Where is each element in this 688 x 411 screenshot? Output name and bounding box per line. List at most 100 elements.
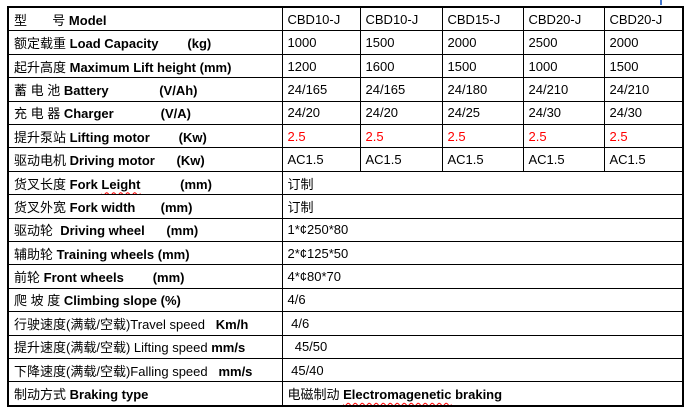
text-segment: 货叉长度 — [14, 176, 70, 192]
cell-max-lift-height-col5: 1500 — [603, 53, 684, 79]
cell-load-capacity-col4: 2500 — [522, 30, 605, 55]
text-segment: 45/40 — [287, 362, 324, 378]
text-segment: 额定载重 — [14, 36, 70, 52]
cell-lifting-motor-col1: 2.5 — [281, 124, 361, 149]
cell-model-col4: CBD20-J — [522, 6, 605, 32]
cell-lifting-motor-col4: 2.5 — [522, 124, 605, 149]
row-label-fork-length: 货叉长度 Fork Leight (mm) — [7, 170, 283, 196]
text-segment: (kg) — [158, 36, 212, 52]
text-segment: (mm) — [140, 176, 212, 192]
row-label-fork-width: 货叉外宽 Fork width (mm) — [7, 194, 283, 219]
cell-falling-speed-merged: 45/40 — [281, 357, 684, 383]
text-segment: (Kw) — [154, 153, 205, 169]
cell-max-lift-height-col1: 1200 — [281, 53, 361, 79]
row-label-load-capacity: 额定载重 Load Capacity (kg) — [7, 30, 283, 55]
row-label-lifting-speed: 提升速度(满载/空载) Lifting speed mm/s — [7, 334, 283, 359]
text-segment: Load Capacity — [69, 36, 159, 52]
text-segment: Fork — [69, 176, 102, 192]
cell-battery-col3: 24/180 — [441, 77, 524, 102]
text-segment: Driving wheel — [60, 223, 145, 239]
cell-charger-col5: 24/30 — [603, 100, 684, 126]
text-segment: (mm) — [135, 199, 193, 215]
table-row-climbing-slope: 爬 坡 度 Climbing slope (%) 4/6 — [7, 287, 684, 313]
table-row-driving-motor: 驱动电机 Driving motor (Kw) AC1.5 AC1.5 AC1.5 AC… — [7, 147, 684, 172]
row-label-battery: 蓄 电 池 Battery (V/Ah) — [7, 77, 283, 102]
table-row-travel-speed: 行驶速度(满载/空载)Travel speed Km/h 4/6 — [7, 311, 684, 336]
cell-model-col2: CBD10-J — [359, 6, 443, 32]
cell-driving-motor-col3: AC1.5 — [441, 147, 524, 172]
cell-charger-col4: 24/30 — [522, 100, 605, 126]
cell-max-lift-height-col2: 1600 — [359, 53, 443, 79]
table-row-braking-type: 制动方式 Braking type 电磁制动 Electromagenetic b… — [7, 381, 684, 407]
text-segment: Maximum Lift height (mm) — [69, 59, 232, 75]
text-segment: Training wheels (mm) — [56, 246, 190, 262]
misspelled-text-segment: Electromagenetic — [343, 387, 452, 403]
text-segment: 下降速度(满载/空载) — [14, 363, 131, 379]
text-segment: Braking type — [69, 387, 149, 403]
text-segment: Climbing slope (%) — [63, 293, 181, 309]
cell-max-lift-height-col4: 1000 — [522, 53, 605, 79]
text-segment: 辅助轮 — [14, 246, 57, 262]
cell-charger-col2: 24/20 — [359, 100, 443, 126]
cell-battery-col4: 24/210 — [522, 77, 605, 102]
text-segment: 前轮 — [14, 270, 44, 286]
misspelled-text-segment: Leight — [101, 176, 141, 192]
row-label-braking-type: 制动方式 Braking type — [7, 381, 283, 407]
text-segment: (V/A) — [113, 106, 191, 122]
text-segment: 1*¢250*80 — [287, 222, 349, 238]
table-row-charger: 充 电 器 Charger (V/A) 24/20 24/20 24/25 24/30 2… — [7, 100, 684, 126]
text-segment: mm/s — [211, 340, 246, 356]
cell-charger-col1: 24/20 — [281, 100, 361, 126]
cell-model-col1: CBD10-J — [281, 6, 361, 32]
text-segment: (mm) — [123, 270, 185, 286]
row-label-climbing-slope: 爬 坡 度 Climbing slope (%) — [7, 287, 283, 313]
cell-battery-col5: 24/210 — [603, 77, 684, 102]
text-segment: 电磁制动 — [287, 387, 344, 403]
text-segment: Battery — [63, 82, 109, 98]
text-segment: Front wheels — [43, 270, 124, 286]
row-label-max-lift-height: 起升高度 Maximum Lift height (mm) — [7, 53, 283, 79]
text-segment: Lifting motor — [69, 129, 150, 145]
cell-training-wheels-merged: 2*¢125*50 — [281, 240, 684, 266]
cell-load-capacity-col3: 2000 — [441, 30, 524, 55]
row-label-driving-wheel: 驱动轮 Driving wheel (mm) — [7, 217, 283, 243]
cell-fork-length-merged: 订制 — [281, 170, 684, 196]
row-label-training-wheels: 辅助轮 Training wheels (mm) — [7, 240, 283, 266]
text-segment: (mm) — [144, 223, 199, 239]
forklift-spec-table: 型 号 Model CBD10-J CBD10-J CBD15-J CBD20-J CBD… — [7, 6, 684, 407]
text-cursor-artifact — [660, 0, 662, 5]
text-segment: 制动方式 — [14, 387, 70, 403]
text-segment: Km/h — [215, 316, 249, 332]
cell-battery-col1: 24/165 — [281, 77, 361, 102]
text-segment: braking — [451, 387, 503, 403]
cell-load-capacity-col5: 2000 — [603, 30, 684, 55]
text-segment — [208, 364, 219, 379]
table-row-max-lift-height: 起升高度 Maximum Lift height (mm) 1200 1600 150… — [7, 53, 684, 79]
text-segment: 驱动轮 — [14, 223, 61, 239]
cell-model-col5: CBD20-J — [603, 6, 684, 32]
row-label-lifting-motor: 提升泵站 Lifting motor (Kw) — [7, 124, 283, 149]
text-segment: 45/50 — [287, 339, 328, 355]
text-segment: 货叉外宽 — [14, 199, 70, 215]
cell-driving-motor-col5: AC1.5 — [603, 147, 684, 172]
cell-driving-motor-col1: AC1.5 — [281, 147, 361, 172]
cell-lifting-motor-col3: 2.5 — [441, 124, 524, 149]
cell-load-capacity-col2: 1500 — [359, 30, 443, 55]
text-segment: Falling speed — [130, 363, 208, 379]
table-row-lifting-motor: 提升泵站 Lifting motor (Kw) 2.5 2.5 2.5 2.5 2.5 — [7, 124, 684, 149]
text-segment: 充 电 器 — [14, 106, 64, 122]
text-segment: 型 号 — [14, 12, 66, 28]
row-label-model: 型 号 Model — [7, 6, 283, 32]
cell-fork-width-merged: 订制 — [281, 194, 684, 219]
text-segment: Model — [68, 12, 107, 28]
text-segment: 提升速度(满载/空载) — [14, 340, 134, 356]
text-segment: 4*¢80*70 — [287, 269, 342, 285]
text-segment: 起升高度 — [14, 59, 70, 75]
text-segment: (V/Ah) — [108, 82, 198, 98]
row-label-driving-motor: 驱动电机 Driving motor (Kw) — [7, 147, 283, 172]
text-segment: 4/6 — [287, 315, 310, 331]
cell-lifting-speed-merged: 45/50 — [281, 334, 684, 359]
text-segment: Driving motor — [69, 153, 155, 169]
text-segment: 蓄 电 池 — [14, 82, 64, 98]
